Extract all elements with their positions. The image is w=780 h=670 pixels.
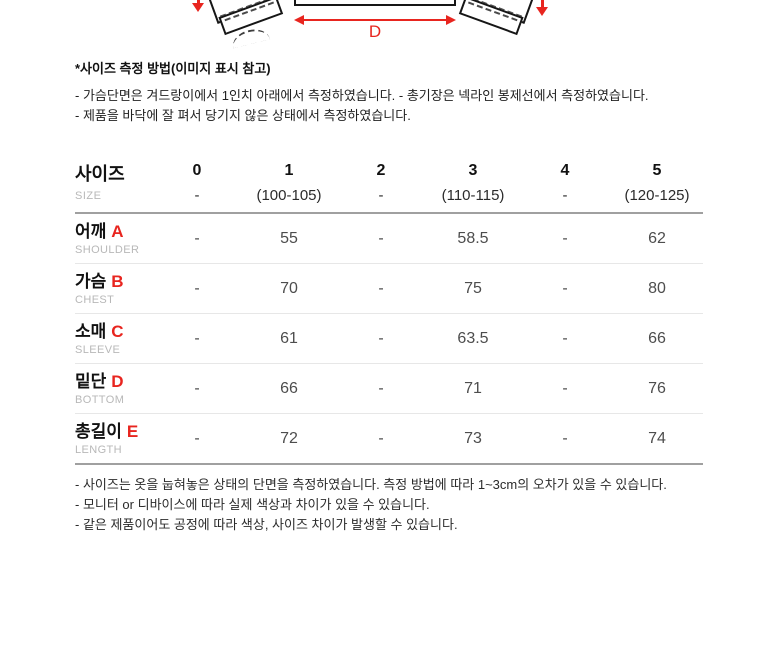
size-column-0: 0 - (151, 162, 243, 204)
row-label-ko: 가슴 B (75, 271, 124, 291)
cell-value: 61 (280, 329, 298, 347)
row-label-ko: 소매 C (75, 321, 124, 341)
cell-value: 75 (464, 279, 482, 297)
size-column-2: 2 - (335, 162, 427, 204)
size-column-range: (120-125) (624, 186, 690, 204)
row-label-ko: 밑단 D (75, 371, 124, 391)
row-label-en: SHOULDER (75, 243, 140, 256)
measure-letter: A (111, 221, 124, 241)
bottom-hem-band-icon (294, 0, 456, 6)
size-column-range: (110-115) (441, 186, 505, 204)
size-header-label: 사이즈 SIZE (75, 164, 151, 202)
measure-letter: D (111, 371, 124, 391)
size-column-range: - (562, 186, 568, 204)
disclaimer-line-2: - 모니터 or 디바이스에 따라 실제 색상과 차이가 있을 수 있습니다. (75, 497, 430, 512)
row-label: 소매 C SLEEVE (75, 322, 151, 356)
cell-value: 63.5 (457, 329, 489, 347)
measure-method-title: *사이즈 측정 방법(이미지 표시 참고) (75, 61, 271, 76)
measure-label-d: D (368, 22, 382, 41)
cell-value: 66 (648, 329, 666, 347)
row-label: 총길이 E LENGTH (75, 422, 151, 456)
size-column-range: (100-105) (256, 186, 322, 204)
measure-letter: C (111, 321, 124, 341)
row-label-en: LENGTH (75, 443, 123, 456)
table-row-chest: 가슴 B CHEST - 70 - 75 - 80 (75, 264, 703, 314)
disclaimer-line-1: - 사이즈는 옷을 눕혀놓은 상태의 단면을 측정하였습니다. 측정 방법에 따… (75, 477, 667, 492)
size-header-ko: 사이즈 (75, 163, 125, 184)
row-label-en: BOTTOM (75, 393, 125, 406)
size-column-1: 1 (100-105) (243, 162, 335, 204)
cell-value: - (194, 329, 200, 347)
cell-value: - (194, 429, 200, 447)
row-label-ko: 어깨 A (75, 221, 124, 241)
cell-value: 73 (464, 429, 482, 447)
cell-value: 55 (280, 229, 298, 247)
cell-value: - (194, 229, 200, 247)
disclaimer-notes: - 사이즈는 옷을 눕혀놓은 상태의 단면을 측정하였습니다. 측정 방법에 따… (75, 475, 745, 535)
cell-value: - (378, 329, 384, 347)
measure-method-line-2: - 제품을 바닥에 잘 펴서 당기지 않은 상태에서 측정하였습니다. (75, 108, 411, 123)
down-arrow-right-icon (541, 0, 544, 8)
measure-method-note: *사이즈 측정 방법(이미지 표시 참고) - 가슴단면은 겨드랑이에서 1인치… (75, 61, 735, 126)
cell-value: 71 (464, 379, 482, 397)
cell-value: 58.5 (457, 229, 489, 247)
size-column-range: - (194, 186, 200, 204)
row-label: 어깨 A SHOULDER (75, 222, 151, 256)
cell-value: - (194, 379, 200, 397)
measure-letter: E (126, 421, 139, 441)
size-column-num: 0 (192, 161, 202, 179)
table-row-sleeve: 소매 C SLEEVE - 61 - 63.5 - 66 (75, 314, 703, 364)
cell-value: - (562, 329, 568, 347)
down-arrow-left-head-icon (192, 3, 204, 12)
cell-value: - (378, 429, 384, 447)
size-column-num: 4 (560, 161, 570, 179)
size-column-num: 3 (468, 161, 478, 179)
width-arrow-d-right-head-icon (446, 15, 456, 25)
cell-value: - (378, 229, 384, 247)
cell-value: - (562, 229, 568, 247)
cell-value: 76 (648, 379, 666, 397)
row-label: 밑단 D BOTTOM (75, 372, 151, 406)
size-column-5: 5 (120-125) (611, 162, 703, 204)
table-row-bottom: 밑단 D BOTTOM - 66 - 71 - 76 (75, 364, 703, 414)
cell-value: 66 (280, 379, 298, 397)
cell-value: - (562, 429, 568, 447)
size-table-header-row: 사이즈 SIZE 0 - 1 (100-105) 2 - 3 (110-115)… (75, 153, 703, 214)
size-column-range: - (378, 186, 384, 204)
cell-value: 70 (280, 279, 298, 297)
size-column-num: 2 (376, 161, 386, 179)
size-header-en: SIZE (75, 189, 102, 202)
cell-value: 62 (648, 229, 666, 247)
row-label: 가슴 B CHEST (75, 272, 151, 306)
size-table: 사이즈 SIZE 0 - 1 (100-105) 2 - 3 (110-115)… (75, 153, 703, 465)
width-arrow-d-icon (303, 19, 447, 21)
size-column-3: 3 (110-115) (427, 162, 519, 204)
down-arrow-right-head-icon (536, 7, 548, 16)
cell-value: - (378, 379, 384, 397)
measure-method-line-1: - 가슴단면은 겨드랑이에서 1인치 아래에서 측정하였습니다. - 총기장은 … (75, 88, 649, 103)
cell-value: 74 (648, 429, 666, 447)
cell-value: 80 (648, 279, 666, 297)
table-row-length: 총길이 E LENGTH - 72 - 73 - 74 (75, 414, 703, 465)
table-row-shoulder: 어깨 A SHOULDER - 55 - 58.5 - 62 (75, 214, 703, 264)
sleeve-cuff-right-icon (458, 0, 539, 41)
width-arrow-d-left-head-icon (294, 15, 304, 25)
cell-value: 72 (280, 429, 298, 447)
row-label-ko: 총길이 E (75, 421, 139, 441)
measure-letter: B (111, 271, 124, 291)
row-label-en: CHEST (75, 293, 115, 306)
size-column-num: 1 (284, 161, 294, 179)
cell-value: - (562, 279, 568, 297)
garment-diagram: D (0, 0, 780, 52)
down-arrow-left-icon (197, 0, 200, 4)
row-label-en: SLEEVE (75, 343, 121, 356)
size-column-num: 5 (652, 161, 662, 179)
cell-value: - (378, 279, 384, 297)
cell-value: - (562, 379, 568, 397)
size-column-4: 4 - (519, 162, 611, 204)
cell-value: - (194, 279, 200, 297)
disclaimer-line-3: - 같은 제품이어도 공정에 따라 색상, 사이즈 차이가 발생할 수 있습니다… (75, 517, 458, 532)
